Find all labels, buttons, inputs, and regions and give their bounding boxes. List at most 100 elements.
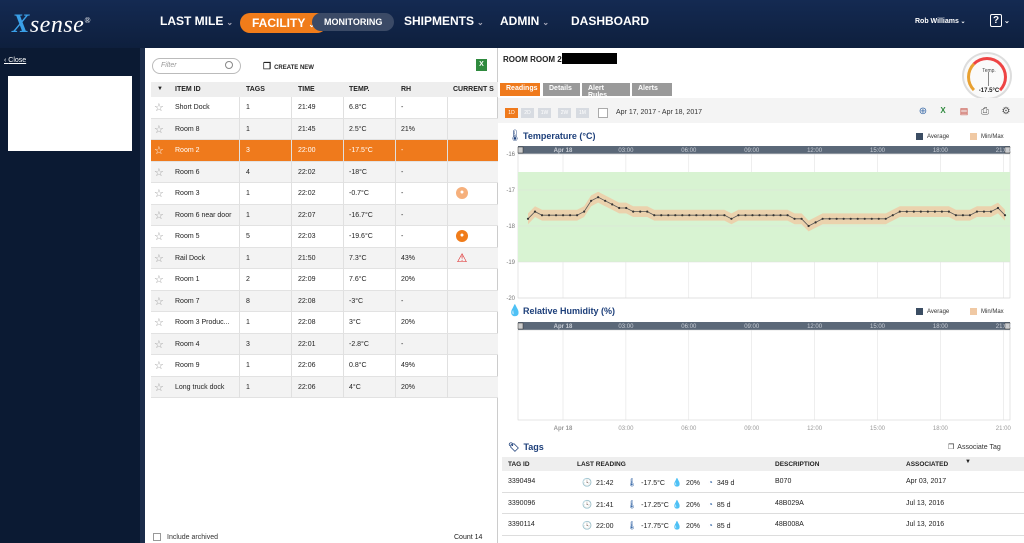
favorite-star-icon[interactable]: ☆ <box>154 338 164 351</box>
favorite-star-icon[interactable]: ☆ <box>154 381 164 394</box>
list-item[interactable]: ☆ Rail Dock 1 21:50 7.3°C 43% ⚠ <box>151 247 498 269</box>
calendar-icon[interactable] <box>598 108 608 118</box>
excel-icon[interactable]: X <box>940 106 946 115</box>
favorite-star-icon[interactable]: ☆ <box>154 123 164 136</box>
list-item[interactable]: ☆ Room 8 1 21:45 2.5°C 21% <box>151 118 498 140</box>
col-description[interactable]: DESCRIPTION <box>775 461 820 468</box>
navigator-handle-right <box>1004 322 1011 330</box>
favorite-star-icon[interactable]: ☆ <box>154 209 164 222</box>
nav-admin[interactable]: ADMIN ⌄ <box>500 14 550 28</box>
col-item-id[interactable]: ITEM ID <box>175 86 201 93</box>
x-tick-label-top: 21:00 <box>996 324 1012 330</box>
range-2d[interactable]: 2D <box>521 108 534 118</box>
zoom-in-icon[interactable]: ⊕ <box>918 106 928 117</box>
list-item[interactable]: ☆ Room 2 3 22:00 -17.5°C - <box>151 140 498 162</box>
legend-minmax[interactable]: Min/Max <box>970 133 1004 140</box>
favorite-star-icon[interactable]: ☆ <box>154 166 164 179</box>
nav-facility[interactable]: FACILITY⌄ <box>240 13 328 33</box>
cell-rh: 20% <box>401 383 416 391</box>
list-item[interactable]: ☆ Short Dock 1 21:49 6.8°C - <box>151 97 498 119</box>
col-current-status[interactable]: CURRENT S <box>453 86 494 93</box>
col-tags[interactable]: TAGS <box>246 86 265 93</box>
list-item[interactable]: ☆ Room 1 2 22:09 7.6°C 20% <box>151 269 498 291</box>
tab-details[interactable]: Details <box>543 83 580 96</box>
include-archived-checkbox[interactable]: Include archived <box>153 533 218 541</box>
cell-rh: - <box>401 233 404 240</box>
favorite-star-icon[interactable]: ☆ <box>154 295 164 308</box>
associated-date: Apr 03, 2017 <box>906 478 947 485</box>
range-1m[interactable]: 1M <box>576 108 589 118</box>
range-1w[interactable]: 1W <box>538 108 551 118</box>
col-associated[interactable]: ASSOCIATED <box>906 461 949 468</box>
user-menu[interactable]: Rob Williams ⌄ <box>915 18 966 25</box>
legend-minmax-rh[interactable]: Min/Max <box>970 308 1004 315</box>
tab-readings[interactable]: Readings <box>500 83 540 96</box>
favorite-star-icon[interactable]: ☆ <box>154 231 164 243</box>
data-point <box>597 196 600 199</box>
list-item[interactable]: ☆ Room 4 3 22:01 -2.8°C - <box>151 333 498 355</box>
filter-input[interactable]: Filter <box>152 58 241 74</box>
sort-arrow-icon[interactable]: ▼ <box>157 86 163 92</box>
list-item[interactable]: ☆ Room 5 5 22:03 -19.6°C - ● <box>151 226 498 248</box>
nav-shipments[interactable]: SHIPMENTS ⌄ <box>404 14 484 28</box>
favorite-star-icon[interactable]: ☆ <box>154 274 164 286</box>
x-tick-label-top: 03:00 <box>618 324 634 330</box>
nav-dashboard[interactable]: DASHBOARD <box>571 14 649 28</box>
tag-row[interactable]: 3390494 🕓 21:42 🌡 -17.5°C 💧 20% ◔ 349 d B070 Apr 0… <box>502 471 1024 493</box>
favorite-star-icon[interactable]: ☆ <box>154 360 164 372</box>
tag-row[interactable]: 3390114 🕓 22:00 🌡 -17.75°C 💧 20% ◔ 85 d 48B008A Ju… <box>502 514 1024 536</box>
humidity-chart[interactable]: Apr 18 Apr 18 03:00 03:00 06:00 06:00 09:00 09:… <box>498 320 1024 432</box>
panel-divider[interactable] <box>140 48 145 543</box>
search-icon[interactable] <box>225 61 233 69</box>
xsense-logo[interactable]: Xsense® <box>12 9 91 38</box>
col-last-reading[interactable]: LAST READING <box>577 461 626 468</box>
cell-rh: - <box>401 104 404 111</box>
favorite-star-icon[interactable]: ☆ <box>154 317 164 329</box>
tab-alerts[interactable]: Alerts <box>632 83 672 96</box>
favorite-star-icon[interactable]: ☆ <box>154 188 164 200</box>
close-link[interactable]: ‹ Close <box>4 57 27 64</box>
data-point <box>877 217 880 220</box>
legend-average[interactable]: Average <box>916 133 949 140</box>
sort-arrow-icon[interactable]: ▼ <box>965 459 971 465</box>
list-item[interactable]: ☆ Room 6 near door 1 22:07 -16.7°C - <box>151 204 498 226</box>
associate-tag-button[interactable]: ❒ Associate Tag <box>948 444 1001 451</box>
create-new-button[interactable]: ❒ CREATE NEW <box>263 61 314 71</box>
item-count: Count 14 <box>454 534 483 541</box>
help-icon[interactable]: ? ⌄ <box>990 14 1010 27</box>
battery-age: 85 d <box>716 523 731 530</box>
col-temp[interactable]: TEMP. <box>349 86 370 93</box>
list-item[interactable]: ☆ Room 7 8 22:08 -3°C - <box>151 290 498 312</box>
nav-last-mile[interactable]: LAST MILE ⌄ <box>160 14 234 28</box>
favorite-star-icon[interactable]: ☆ <box>154 102 164 114</box>
cell-temp: 4°C <box>349 383 361 391</box>
data-point <box>590 199 593 202</box>
data-point <box>681 214 684 217</box>
range-1d[interactable]: 1D <box>505 108 518 118</box>
list-item[interactable]: ☆ Room 9 1 22:06 0.8°C 49% <box>151 355 498 377</box>
nav-monitoring[interactable]: MONITORING <box>312 13 395 31</box>
list-item[interactable]: ☆ Room 3 1 22:02 -0.7°C - ● <box>151 183 498 205</box>
print-icon[interactable]: ⎙ <box>981 106 989 117</box>
list-item[interactable]: ☆ Room 6 4 22:02 -18°C - <box>151 161 498 183</box>
range-2w[interactable]: 2W <box>558 108 571 118</box>
tag-description: 48B008A <box>775 521 804 528</box>
pdf-icon[interactable]: ▤ <box>959 106 969 116</box>
col-rh[interactable]: RH <box>401 86 412 93</box>
col-tag-id[interactable]: TAG ID <box>508 461 530 468</box>
list-item[interactable]: ☆ Long truck dock 1 22:06 4°C 20% <box>151 376 498 398</box>
legend-average-rh[interactable]: Average <box>916 308 949 315</box>
favorite-star-icon[interactable]: ☆ <box>154 252 164 265</box>
cell-time: 22:06 <box>298 383 316 391</box>
settings-gear-icon[interactable]: ⚙ <box>1001 106 1011 117</box>
data-point <box>554 214 558 217</box>
tag-row[interactable]: 3390096 🕓 21:41 🌡 -17.25°C 💧 20% ◔ 85 d 48B029A Ju… <box>502 493 1024 514</box>
list-item[interactable]: ☆ Room 3 Produc... 1 22:08 3°C 20% <box>151 312 498 334</box>
tab-alert-rules[interactable]: Alert Rules <box>582 83 630 99</box>
excel-export-icon[interactable]: X <box>476 59 487 71</box>
favorite-star-icon[interactable]: ☆ <box>154 145 164 157</box>
col-time[interactable]: TIME <box>298 86 315 93</box>
detail-panel: ROOM ROOM 2 Temp. -17.5°C Readings Detai… <box>498 48 1024 543</box>
data-point <box>583 210 586 213</box>
